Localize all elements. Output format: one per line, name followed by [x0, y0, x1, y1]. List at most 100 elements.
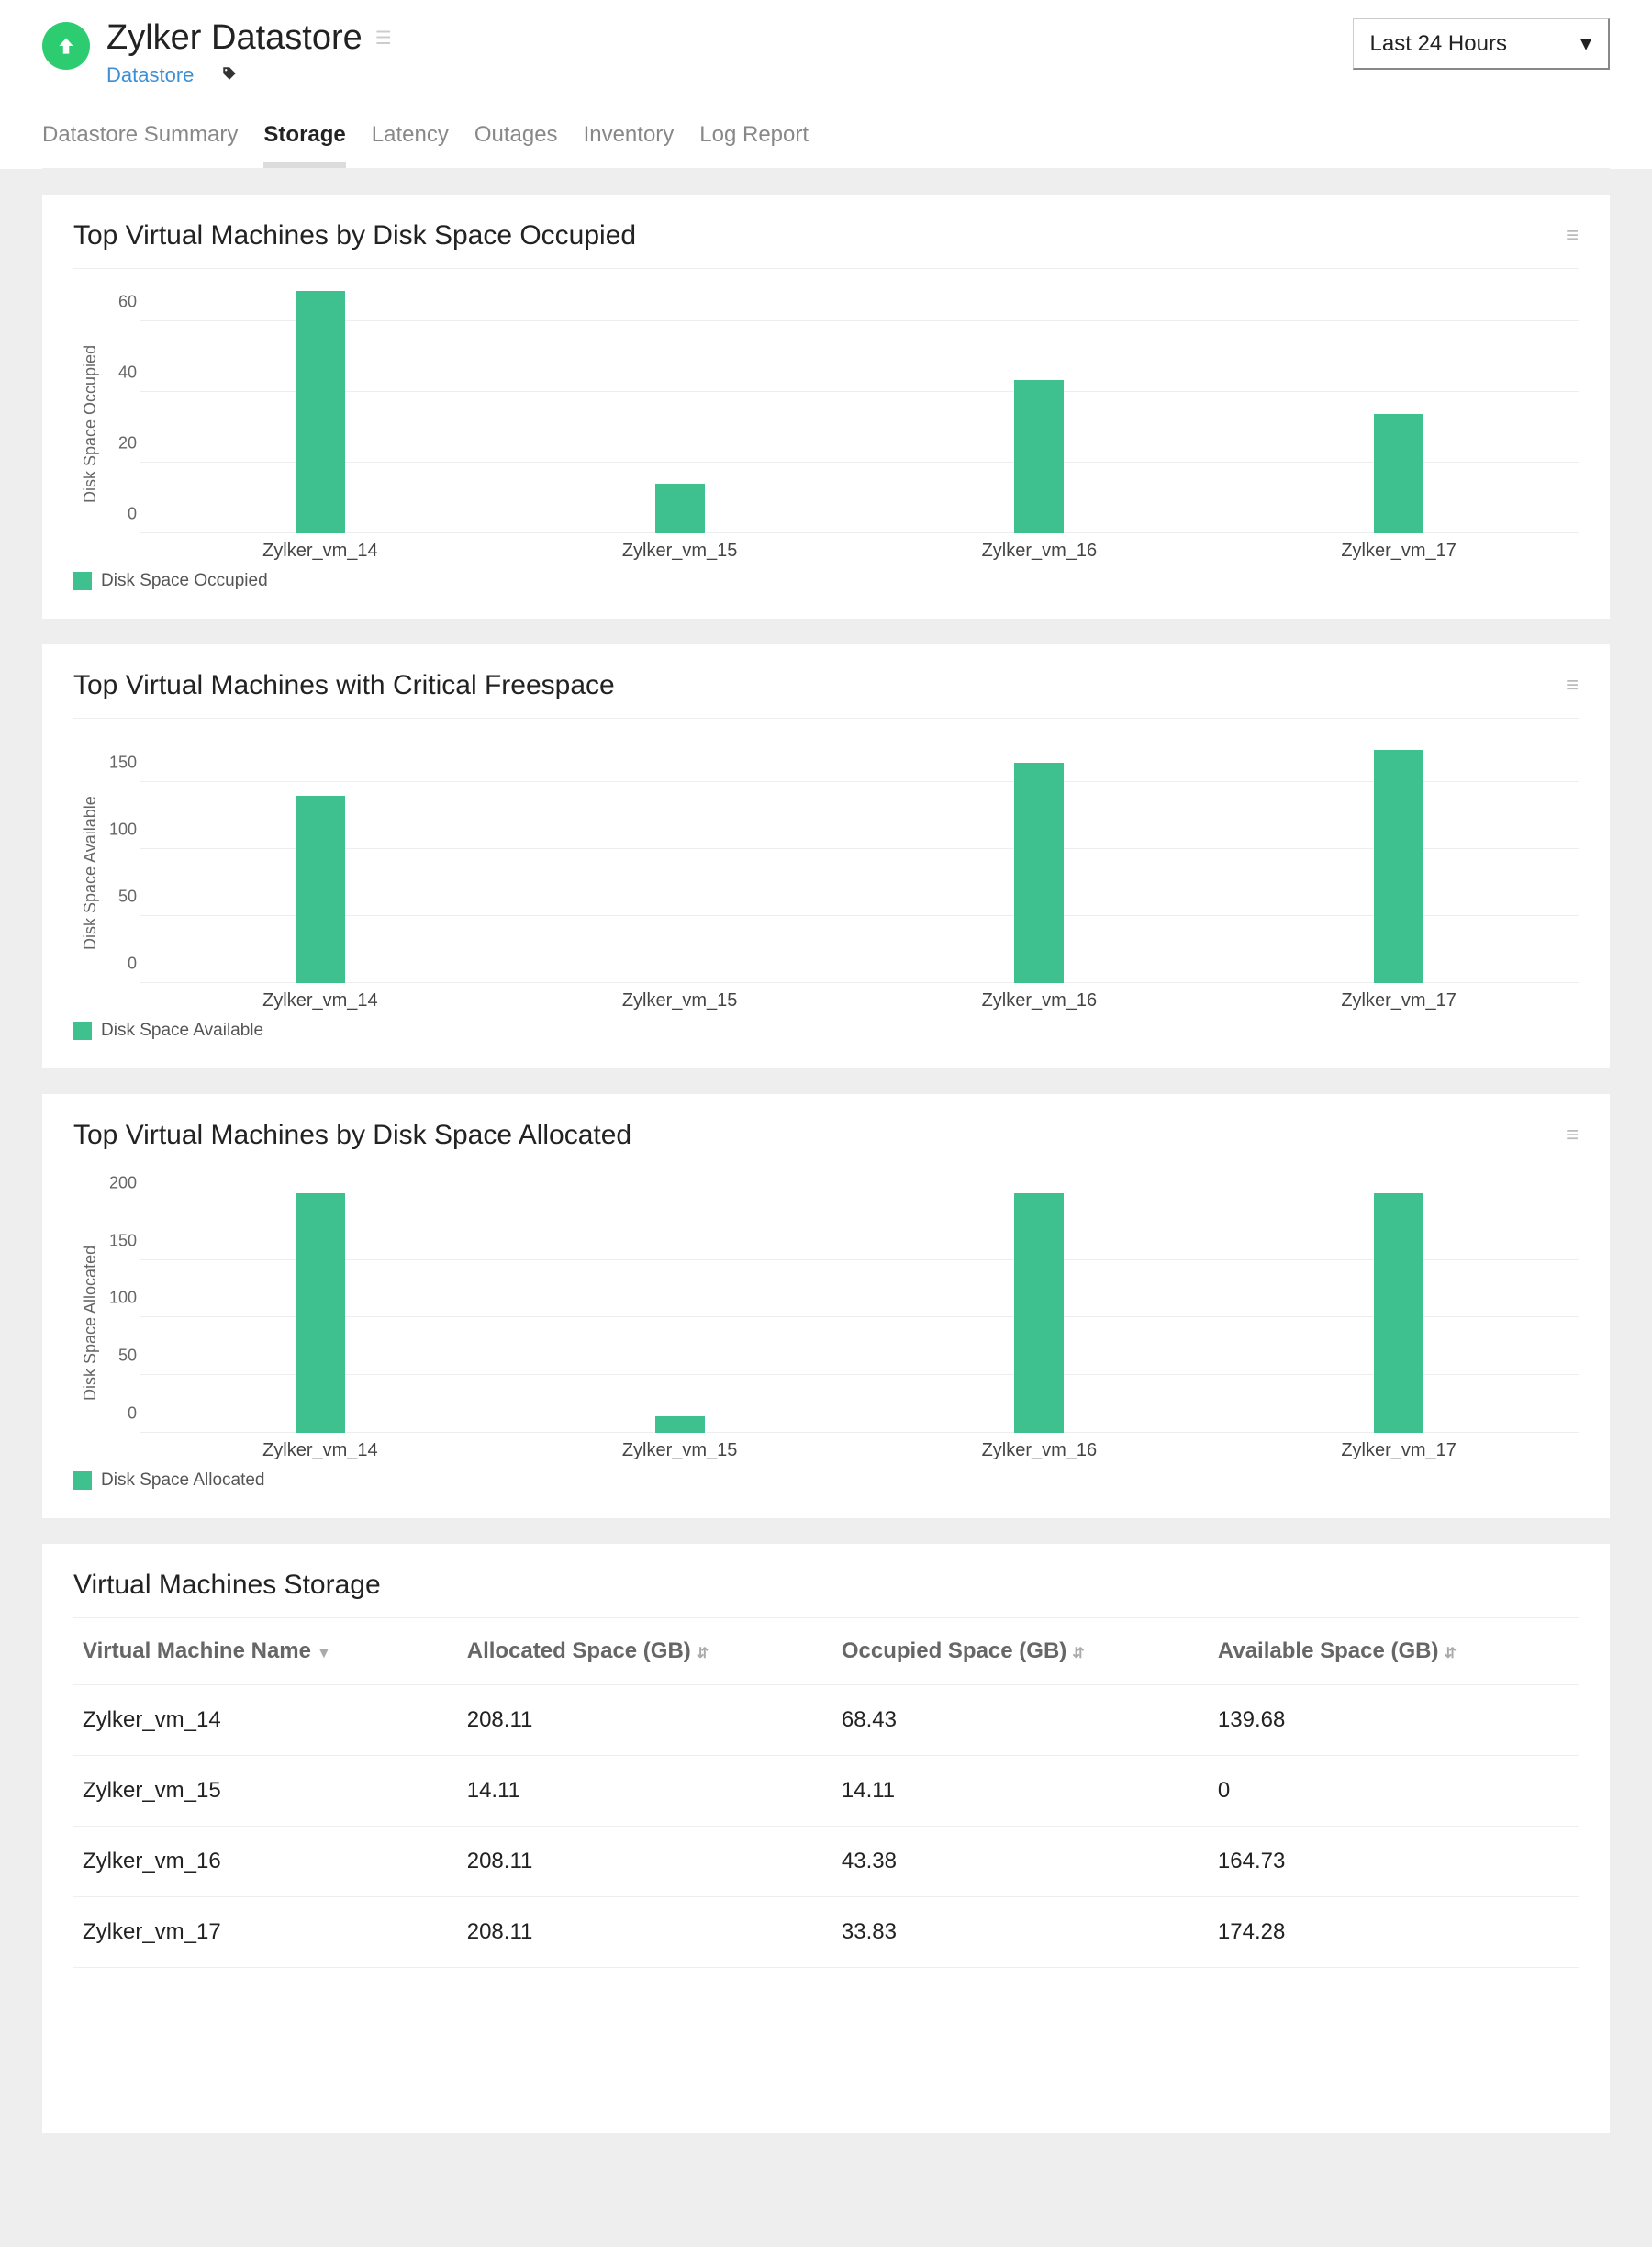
y-tick-label: 100	[100, 1289, 137, 1308]
x-tick-label: Zylker_vm_15	[500, 1440, 860, 1461]
chart-title: Top Virtual Machines by Disk Space Alloc…	[73, 1120, 631, 1151]
table-title: Virtual Machines Storage	[73, 1570, 381, 1601]
x-tick-label: Zylker_vm_15	[500, 541, 860, 562]
table-cell: 139.68	[1209, 1685, 1579, 1756]
chart-legend: Disk Space Occupied	[73, 571, 1579, 591]
y-tick-label: 150	[100, 754, 137, 773]
legend-swatch	[73, 572, 92, 590]
y-tick-label: 60	[100, 292, 137, 311]
y-tick-label: 0	[100, 955, 137, 974]
x-tick-label: Zylker_vm_16	[860, 990, 1220, 1012]
table-cell: Zylker_vm_14	[73, 1685, 458, 1756]
legend-swatch	[73, 1022, 92, 1040]
table-cell: Zylker_vm_17	[73, 1897, 458, 1968]
table-cell: 174.28	[1209, 1897, 1579, 1968]
table-cell: 208.11	[458, 1897, 832, 1968]
table-header-cell[interactable]: Allocated Space (GB)⇵	[458, 1618, 832, 1685]
x-tick-label: Zylker_vm_14	[140, 1440, 500, 1461]
table-header-cell[interactable]: Occupied Space (GB)⇵	[832, 1618, 1209, 1685]
table-cell: 14.11	[832, 1756, 1209, 1827]
chart-title: Top Virtual Machines with Critical Frees…	[73, 670, 615, 701]
table-cell: 68.43	[832, 1685, 1209, 1756]
sort-icon: ⇵	[697, 1646, 709, 1661]
vm-storage-table: Virtual Machine Name▼Allocated Space (GB…	[73, 1617, 1579, 1968]
legend-swatch	[73, 1471, 92, 1490]
bar[interactable]	[1374, 1193, 1423, 1433]
breadcrumb-link-datastore[interactable]: Datastore	[106, 63, 194, 87]
time-range-select[interactable]: Last 24 Hours ▾	[1353, 18, 1610, 70]
x-tick-label: Zylker_vm_17	[1219, 541, 1579, 562]
tag-icon[interactable]	[221, 65, 238, 86]
bar[interactable]	[655, 484, 705, 533]
table-cell: 0	[1209, 1756, 1579, 1827]
page-title: Zylker Datastore ☰	[106, 18, 392, 58]
table-cell: 208.11	[458, 1827, 832, 1897]
x-tick-label: Zylker_vm_15	[500, 990, 860, 1012]
table-row[interactable]: Zylker_vm_1514.1114.110	[73, 1756, 1579, 1827]
bar[interactable]	[655, 1416, 705, 1433]
card-menu-icon[interactable]: ≡	[1566, 673, 1579, 699]
x-tick-label: Zylker_vm_17	[1219, 1440, 1579, 1461]
bar[interactable]	[1014, 380, 1064, 533]
table-row[interactable]: Zylker_vm_16208.1143.38164.73	[73, 1827, 1579, 1897]
tab-inventory[interactable]: Inventory	[584, 122, 675, 168]
tab-datastore-summary[interactable]: Datastore Summary	[42, 122, 238, 168]
table-bottom-padding	[73, 1968, 1579, 2106]
tab-storage[interactable]: Storage	[263, 122, 345, 168]
x-tick-label: Zylker_vm_17	[1219, 990, 1579, 1012]
tab-outages[interactable]: Outages	[474, 122, 558, 168]
chart-legend: Disk Space Allocated	[73, 1470, 1579, 1491]
y-tick-label: 50	[100, 888, 137, 907]
y-tick-label: 150	[100, 1231, 137, 1250]
y-tick-label: 40	[100, 363, 137, 382]
card-menu-icon[interactable]: ≡	[1566, 1123, 1579, 1148]
page-header: Zylker Datastore ☰ Datastore Last 24 Hou…	[0, 0, 1652, 169]
chart-card: Top Virtual Machines with Critical Frees…	[42, 644, 1610, 1068]
y-tick-label: 200	[100, 1173, 137, 1192]
bar[interactable]	[296, 796, 345, 983]
chart-title: Top Virtual Machines by Disk Space Occup…	[73, 220, 636, 252]
legend-label: Disk Space Allocated	[101, 1470, 265, 1491]
y-tick-label: 100	[100, 821, 137, 840]
tab-log-report[interactable]: Log Report	[699, 122, 809, 168]
bar[interactable]	[1014, 763, 1064, 983]
legend-label: Disk Space Available	[101, 1021, 263, 1041]
table-cell: 164.73	[1209, 1827, 1579, 1897]
tab-latency[interactable]: Latency	[372, 122, 449, 168]
bar[interactable]	[296, 1193, 345, 1433]
dropdown-caret-icon: ▾	[1580, 30, 1591, 57]
y-axis-label: Disk Space Allocated	[73, 1185, 100, 1461]
table-header-cell[interactable]: Virtual Machine Name▼	[73, 1618, 458, 1685]
y-axis-label: Disk Space Available	[73, 735, 100, 1012]
table-header-cell[interactable]: Available Space (GB)⇵	[1209, 1618, 1579, 1685]
sort-icon: ⇵	[1444, 1646, 1456, 1661]
bar[interactable]	[1014, 1193, 1064, 1433]
table-cell: 43.38	[832, 1827, 1209, 1897]
breadcrumb: Datastore	[106, 63, 392, 87]
page-title-text: Zylker Datastore	[106, 18, 363, 58]
title-menu-icon[interactable]: ☰	[375, 29, 392, 48]
table-cell: Zylker_vm_15	[73, 1756, 458, 1827]
table-row[interactable]: Zylker_vm_14208.1168.43139.68	[73, 1685, 1579, 1756]
chart-card: Top Virtual Machines by Disk Space Occup…	[42, 195, 1610, 619]
bar[interactable]	[1374, 414, 1423, 533]
bar[interactable]	[1374, 750, 1423, 983]
x-tick-label: Zylker_vm_14	[140, 990, 500, 1012]
table-cell: Zylker_vm_16	[73, 1827, 458, 1897]
content-area: Top Virtual Machines by Disk Space Occup…	[0, 169, 1652, 2159]
table-row[interactable]: Zylker_vm_17208.1133.83174.28	[73, 1897, 1579, 1968]
table-cell: 208.11	[458, 1685, 832, 1756]
x-tick-label: Zylker_vm_14	[140, 541, 500, 562]
chart-card: Top Virtual Machines by Disk Space Alloc…	[42, 1094, 1610, 1518]
card-menu-icon[interactable]: ≡	[1566, 223, 1579, 249]
bar[interactable]	[296, 291, 345, 533]
tabs-bar: Datastore Summary Storage Latency Outages In…	[42, 122, 1610, 169]
chart-legend: Disk Space Available	[73, 1021, 1579, 1041]
sort-desc-icon: ▼	[317, 1646, 331, 1661]
legend-label: Disk Space Occupied	[101, 571, 268, 591]
time-range-value: Last 24 Hours	[1370, 31, 1507, 57]
table-card: Virtual Machines Storage Virtual Machine …	[42, 1544, 1610, 2133]
y-tick-label: 0	[100, 1404, 137, 1424]
y-tick-label: 0	[100, 505, 137, 524]
table-cell: 14.11	[458, 1756, 832, 1827]
